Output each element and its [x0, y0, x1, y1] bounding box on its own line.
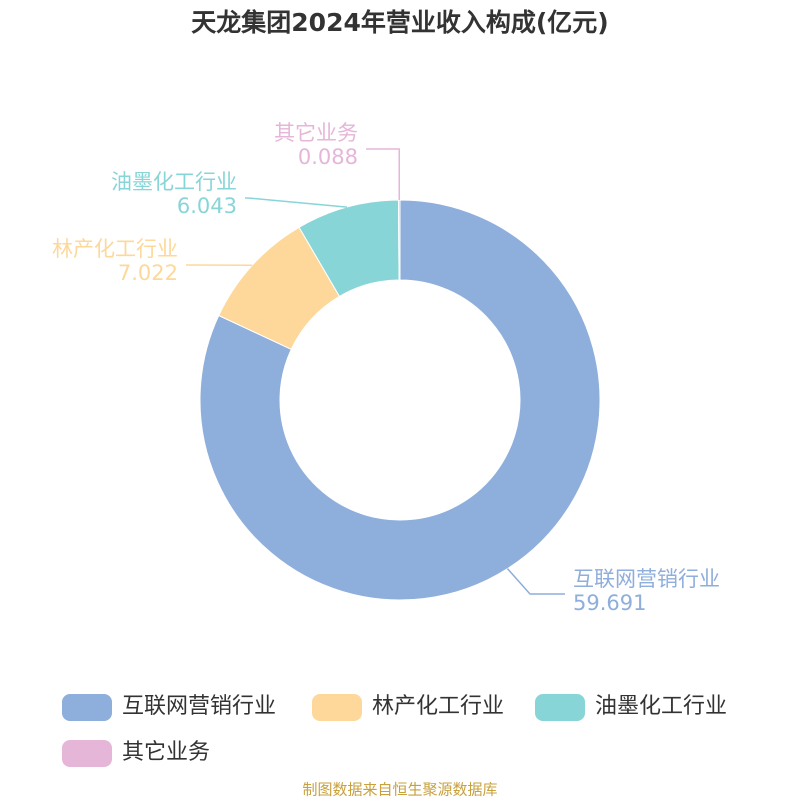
slice-label: 互联网营销行业 [573, 567, 720, 591]
legend-swatch [312, 694, 362, 721]
legend-label: 互联网营销行业 [122, 694, 276, 719]
slice-value: 59.691 [573, 591, 646, 615]
leader-line [506, 568, 565, 595]
leader-line [366, 148, 400, 201]
legend-label: 林产化工行业 [372, 694, 504, 719]
slice-label: 油墨化工行业 [111, 170, 237, 194]
slice-value: 6.043 [177, 194, 237, 218]
legend-swatch [535, 694, 585, 721]
legend-swatch [62, 694, 112, 721]
donut-slice [199, 199, 601, 601]
legend-label: 其它业务 [122, 740, 210, 765]
slice-label: 其它业务 [274, 121, 358, 145]
slice-label: 林产化工行业 [52, 237, 178, 261]
chart-title: 天龙集团2024年营业收入构成(亿元) [191, 8, 608, 37]
legend-label: 油墨化工行业 [595, 694, 727, 719]
leader-line [245, 197, 348, 208]
slice-value: 7.022 [118, 261, 178, 285]
slice-value: 0.088 [298, 145, 358, 169]
source-note: 制图数据来自恒生聚源数据库 [302, 781, 497, 799]
donut-slice [397, 199, 401, 281]
legend-swatch [62, 740, 112, 767]
